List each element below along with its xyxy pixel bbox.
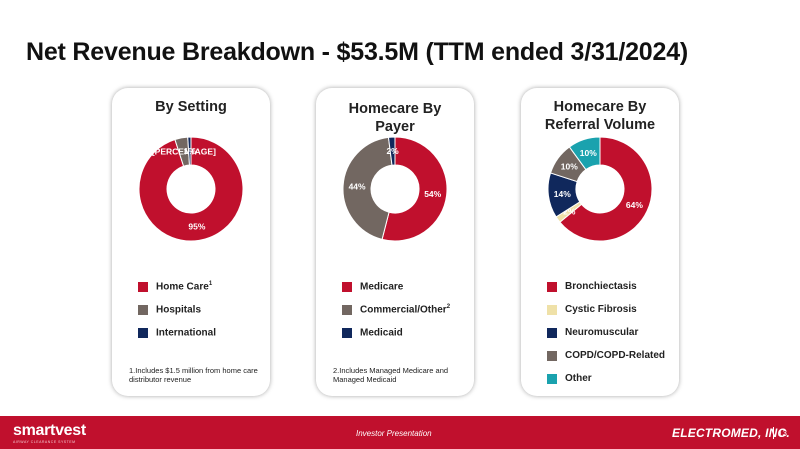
donut-chart-by-payer: 54% 44% 2% bbox=[342, 136, 448, 242]
page-number: 13 bbox=[778, 429, 787, 438]
slice-bronchiectasis bbox=[559, 136, 653, 242]
legend-swatch bbox=[342, 282, 352, 292]
legend-label: Medicare bbox=[360, 281, 404, 293]
donut-chart-by-setting: 95% [PERCENTAGE]1% bbox=[138, 136, 244, 242]
legend-swatch bbox=[547, 328, 557, 338]
slice-other bbox=[568, 136, 601, 171]
legend-label: International bbox=[156, 327, 217, 339]
footer-caption: Investor Presentation bbox=[356, 429, 432, 438]
slice-medicare bbox=[381, 136, 448, 242]
card-by-setting: By Setting 95% [PERCENTAGE] 1% Home Care1 … bbox=[112, 88, 270, 396]
card-homecare-by-payer: Homecare By Payer 54% 44% 2% Medicare Comm… bbox=[316, 88, 474, 396]
slice-label: [PERCENTAGE] bbox=[152, 147, 216, 157]
legend-swatch bbox=[547, 351, 557, 361]
slice-commercial-other bbox=[342, 136, 393, 240]
legend-swatch bbox=[138, 305, 148, 315]
donut-chart-by-referral: 64% 2% 14% 10%10% bbox=[547, 136, 653, 242]
legend-label: Other bbox=[565, 373, 592, 384]
legend-swatch bbox=[342, 305, 352, 315]
legend-label: Commercial/Other2 bbox=[360, 304, 451, 316]
slice-label: 95% bbox=[188, 222, 205, 232]
slice-label: 54% bbox=[424, 189, 441, 199]
slice-label: 14% bbox=[554, 189, 571, 199]
page-title: Net Revenue Breakdown - $53.5M (TTM ende… bbox=[26, 38, 689, 66]
legend-label: Home Care1 bbox=[156, 281, 213, 293]
slice-label: 10% bbox=[561, 162, 578, 172]
footer-bar: smartvest AIRWAY CLEARANCE SYSTEM Invest… bbox=[0, 416, 800, 449]
slice-label: 10% bbox=[580, 148, 597, 158]
legend-swatch bbox=[342, 328, 352, 338]
slice-label: 2% bbox=[386, 146, 399, 156]
slice-home-care bbox=[138, 136, 244, 242]
slice-label: 2% bbox=[563, 206, 576, 216]
smartvest-logo: smartvest bbox=[13, 422, 86, 439]
footnote: 1.Includes $1.5 million from home care d… bbox=[129, 366, 258, 384]
legend-swatch bbox=[547, 374, 557, 384]
legend-label: Medicaid bbox=[360, 327, 403, 339]
legend-swatch bbox=[547, 305, 557, 315]
electromed-logo: ELECTROMED, INC. bbox=[672, 426, 790, 440]
slice-label: 1% bbox=[184, 146, 197, 156]
page-separator bbox=[773, 427, 774, 439]
footnote: 2.Includes Managed Medicare and Managed … bbox=[333, 366, 449, 384]
card-title: Homecare By Payer bbox=[348, 101, 442, 135]
legend-label: Neuromuscular bbox=[565, 327, 639, 338]
legend-label: Cystic Fibrosis bbox=[565, 304, 637, 315]
legend-label: Bronchiectasis bbox=[565, 281, 637, 292]
slice-medicaid bbox=[387, 136, 396, 166]
legend-label: Hospitals bbox=[156, 304, 202, 316]
legend-swatch bbox=[547, 282, 557, 292]
legend-label: COPD/COPD-Related bbox=[565, 350, 666, 361]
card-title: Homecare By Referral Volume bbox=[544, 99, 656, 133]
slice-label: 44% bbox=[349, 182, 366, 192]
slice-international bbox=[187, 136, 192, 166]
smartvest-tagline: AIRWAY CLEARANCE SYSTEM bbox=[13, 440, 76, 444]
card-homecare-by-referral-volume: Homecare By Referral Volume 64% 2% 14% 10% 1… bbox=[521, 88, 679, 396]
slice-label: 64% bbox=[626, 200, 643, 210]
legend-swatch bbox=[138, 328, 148, 338]
card-title: By Setting bbox=[155, 99, 227, 115]
legend-swatch bbox=[138, 282, 148, 292]
